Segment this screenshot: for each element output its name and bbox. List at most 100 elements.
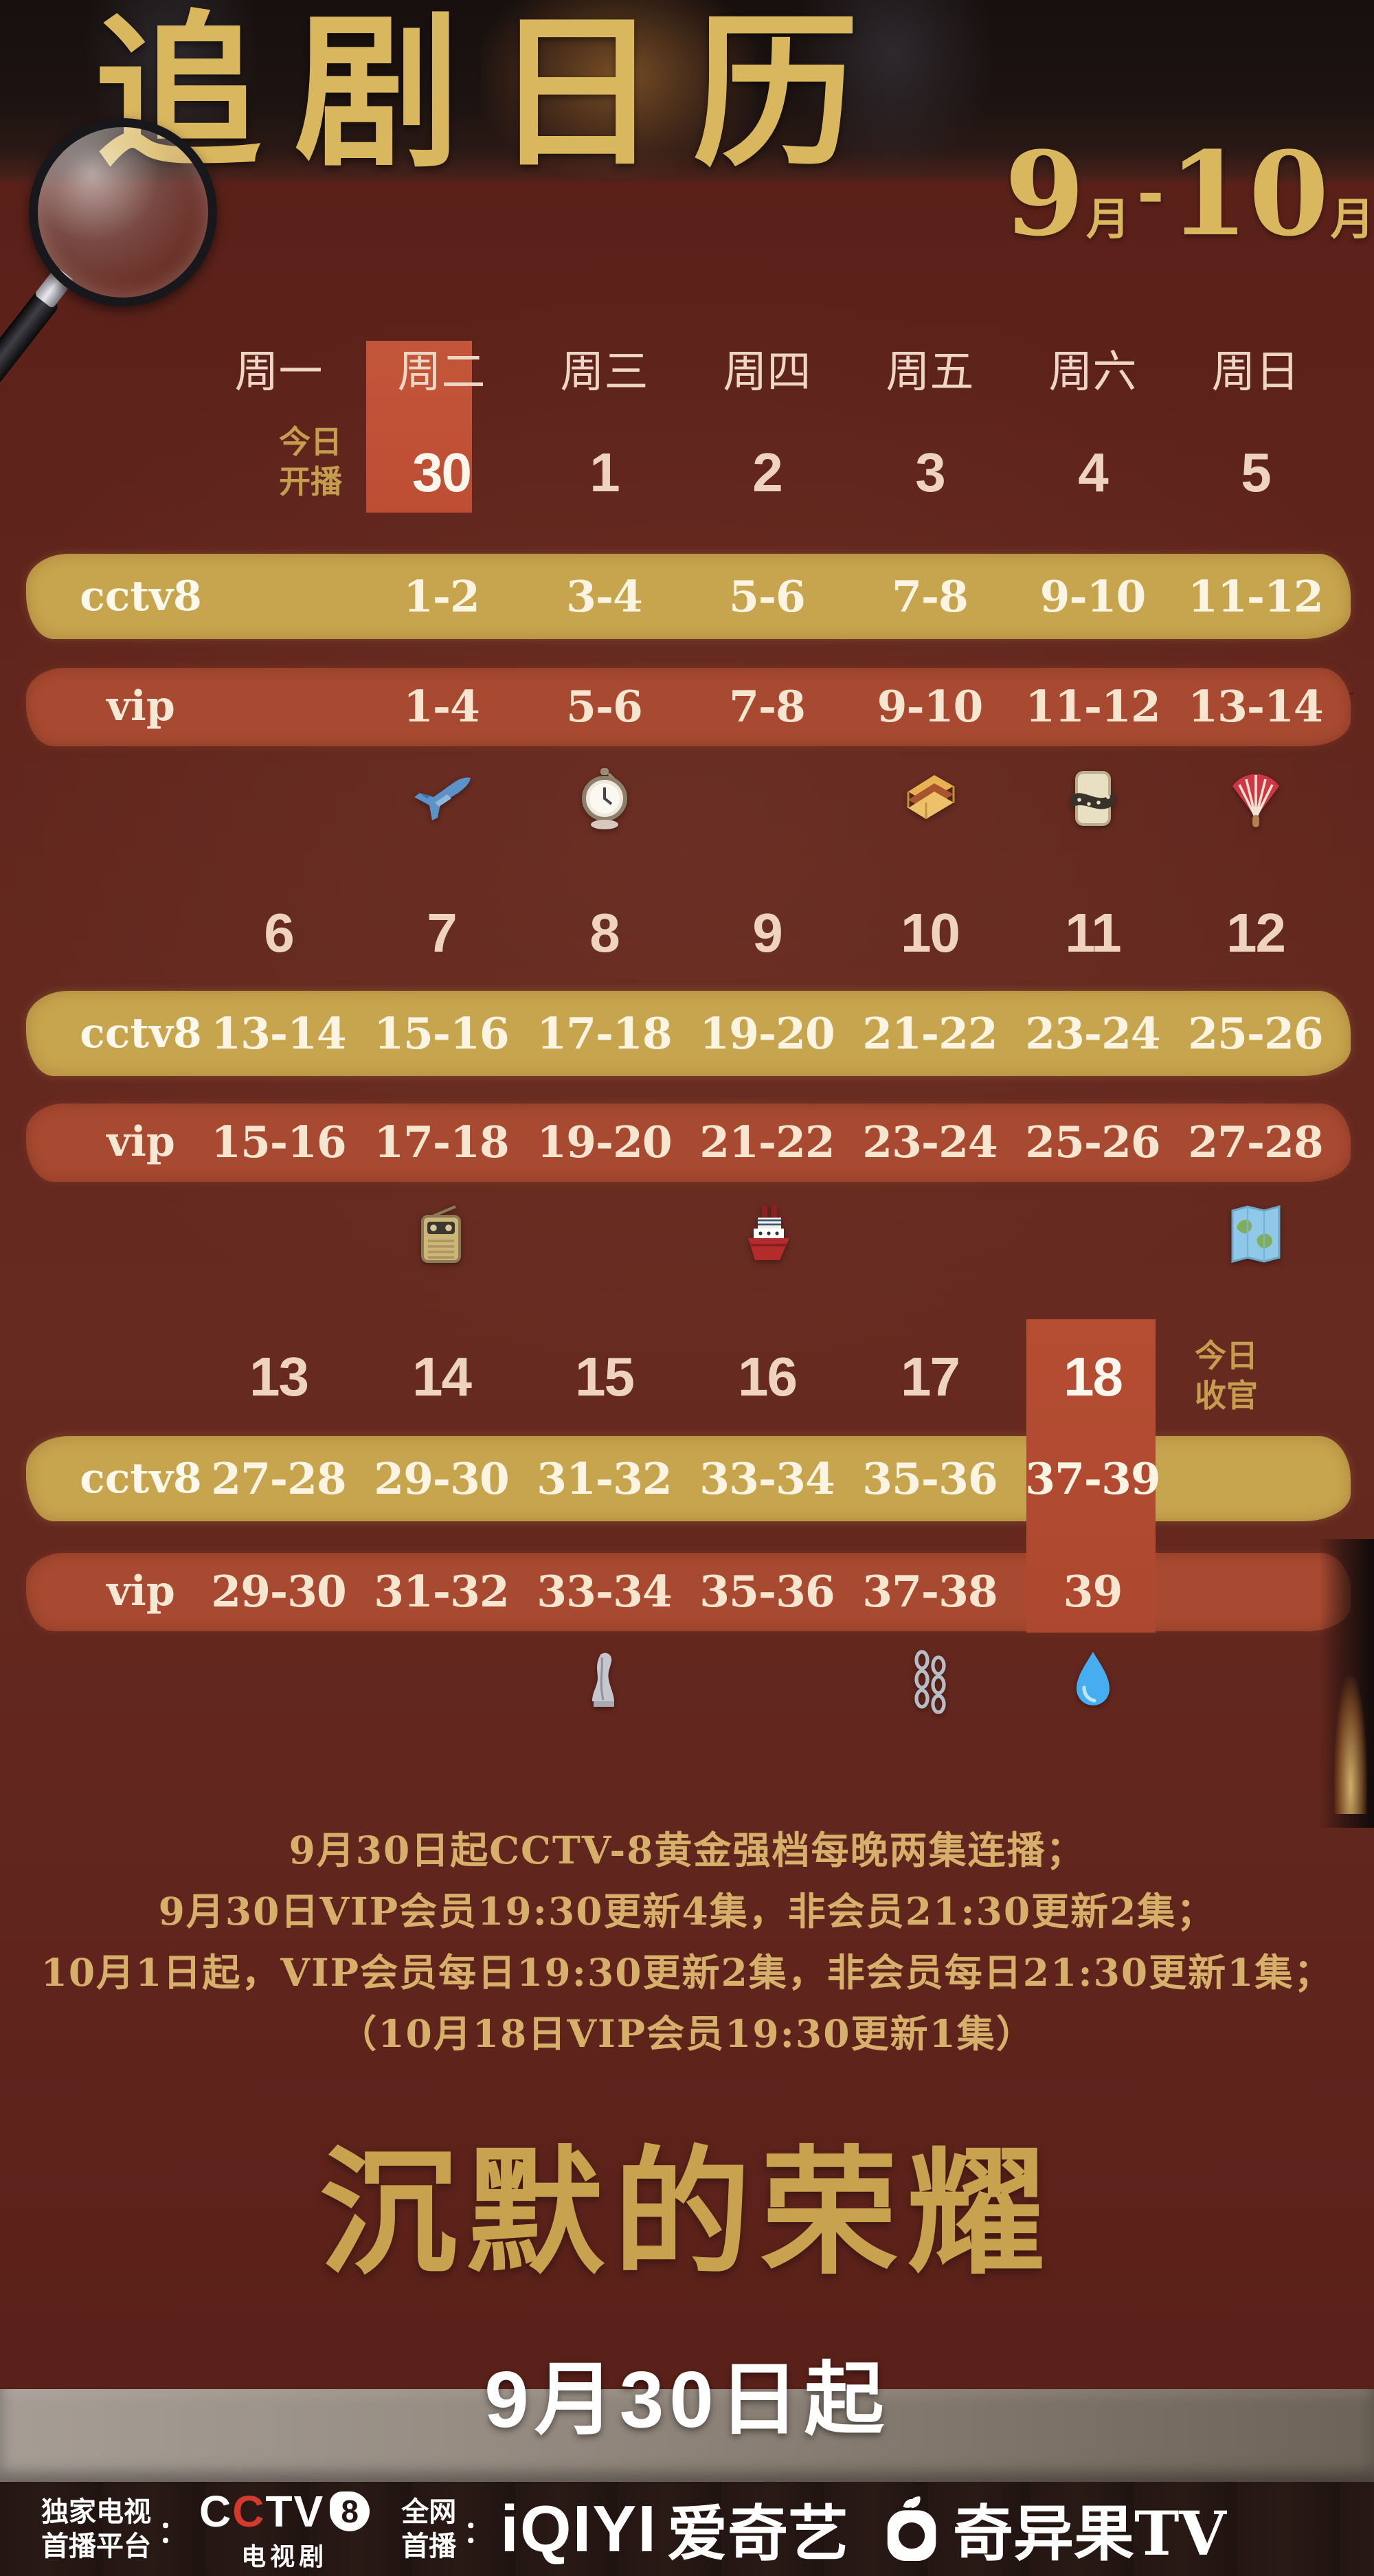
schedule-note-line: 9月30日起CCTV-8黄金强档每晚两集连播； [289,1828,1085,1872]
highlight-finale-column [1026,1319,1156,1633]
cctv8-episodes: 9-10 [1039,571,1147,622]
cctv8-band-week2 [26,991,1351,1076]
cctv8-number-badge: 8 [330,2491,370,2531]
date-cell: 18 [1063,1346,1123,1407]
vip-episodes: 39 [1063,1566,1123,1617]
date-cell: 16 [738,1346,798,1407]
vip-band-week2 [26,1104,1351,1182]
network-premiere-label-line: 全网 [401,2495,457,2528]
date-cell: 14 [412,1346,472,1407]
today-premiere-note-line: 今日 [279,423,342,460]
colon-separator: ： [158,2514,188,2550]
network-premiere-label: 全网 首播 [401,2495,456,2564]
colon-separator: ： [463,2514,494,2550]
cctv8-row-label: cctv8 [80,572,202,620]
cctv8-episodes: 1-2 [403,571,480,622]
month-to: 10 [1168,126,1329,262]
cctv8-episodes: 17-18 [537,1008,672,1059]
cctv8-episodes: 23-24 [1025,1008,1160,1059]
kiwi-tv-logo: 奇异果TV [880,2485,1226,2573]
exclusive-platform-label: 独家电视 首播平台 [41,2495,151,2564]
poster-title: 追剧日历 [95,0,892,190]
month-from: 9 [1004,126,1085,262]
vip-episodes: 33-34 [537,1566,672,1617]
highlight-premiere-column [366,341,472,513]
schedule-note-line: 9月30日VIP会员19:30更新4集，非会员21:30更新2集； [158,1889,1216,1934]
date-cell: 4 [1078,442,1108,503]
pocket-watch-icon [523,765,686,837]
cctv8-row-label: cctv8 [80,1455,202,1503]
date-cell: 5 [1241,442,1271,503]
water-drop-icon [1011,1648,1174,1719]
iqiyi-chinese-logo: 爱奇艺 [666,2498,848,2569]
today-finale-note-line: 收官 [1195,1377,1258,1414]
exclusive-platform-label-line: 独家电视 [41,2495,151,2528]
weekday-sun: 周日 [1211,347,1300,398]
steam-ship-icon [686,1201,848,1273]
vip-episodes: 25-26 [1025,1117,1160,1167]
vip-episodes: 21-22 [699,1117,835,1167]
cctv-logo-text: CCTV [199,2486,325,2536]
cctv8-episodes: 25-26 [1188,1008,1323,1059]
cctv8-episodes: 3-4 [566,571,643,622]
date-cell: 12 [1226,902,1286,963]
date-cell: 7 [427,902,457,963]
range-dash: - [1136,153,1164,231]
date-cell: 2 [752,442,782,503]
vip-row-label: vip [106,1567,175,1615]
schedule-note-line: 10月1日起，VIP会员每日19:30更新2集，非会员每日21:30更新1集； [41,1950,1333,1995]
kiwi-fruit-icon [887,2496,936,2561]
cctv8-episodes: 33-34 [699,1453,835,1504]
figure-silhouette [790,0,996,179]
cctv8-episodes: 11-12 [1188,571,1323,622]
schedule-notes: 9月30日起CCTV-8黄金强档每晚两集连播； 9月30日VIP会员19:30更… [0,1819,1374,2064]
chains-icon [848,1648,1011,1719]
cctv8-episodes: 7-8 [892,571,969,622]
today-finale-note: 今日 收官 [1168,1336,1285,1415]
vip-episodes: 31-32 [374,1566,509,1617]
date-cell: 11 [1065,902,1122,963]
weekday-wed: 周三 [560,347,649,398]
cctv8-episodes: 5-6 [729,571,806,622]
cctv8-logo: CCTV 8 电视剧 [199,2486,370,2573]
weekday-fri: 周五 [886,347,974,398]
weekday-thu: 周四 [723,347,811,398]
magnifier-lens [29,118,217,306]
today-finale-note-line: 今日 [1195,1337,1258,1374]
weekday-tue: 周二 [397,347,486,398]
vip-episodes: 1-4 [403,681,480,732]
vip-episodes: 11-12 [1025,681,1160,732]
date-cell: 8 [589,902,620,963]
cctv8-episodes: 29-30 [374,1453,509,1504]
cctv8-episodes: 37-39 [1025,1453,1160,1504]
film-roll-icon [1011,765,1174,837]
date-cell: 6 [264,902,294,963]
date-cell: 9 [752,902,782,963]
bottom-photo-band [0,2389,1374,2482]
vip-episodes: 29-30 [211,1566,346,1617]
date-cell: 1 [589,442,620,503]
vip-band-week1 [26,668,1351,746]
vip-episodes: 9-10 [877,681,984,732]
folding-fan-icon [1174,765,1337,837]
vip-episodes: 23-24 [862,1117,998,1167]
vip-episodes: 17-18 [374,1117,509,1167]
burnt-paper-decor [1319,1539,1374,1828]
airplane-icon [360,765,523,837]
date-cell: 15 [575,1346,635,1407]
month-to-unit: 月 [1330,194,1374,245]
cctv8-band-week1 [26,554,1351,639]
chess-piece-icon [523,1648,686,1719]
cctv8-episodes: 13-14 [211,1008,346,1059]
exclusive-platform-label-line: 首播平台 [41,2529,151,2562]
world-map-icon [1174,1201,1337,1273]
date-cell: 10 [901,902,960,963]
today-premiere-note: 今日 开播 [256,422,365,502]
date-range: 9 月 - 10 月 [1004,136,1374,251]
vip-row-label: vip [106,682,175,730]
top-photo-band [0,0,1374,184]
cctv8-row-label: cctv8 [80,1009,202,1057]
cctv8-episodes: 15-16 [374,1008,509,1059]
cctv8-episodes: 21-22 [862,1008,998,1059]
